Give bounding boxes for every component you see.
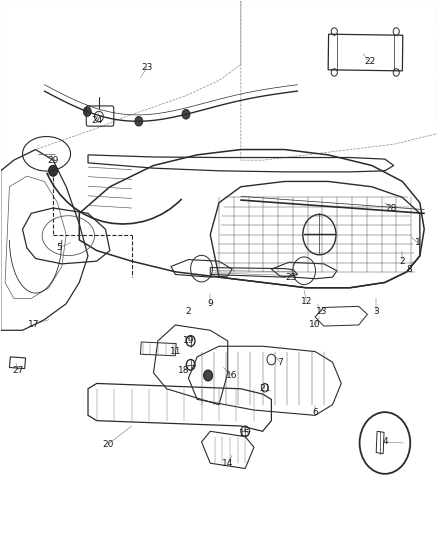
Text: 12: 12 bbox=[300, 296, 312, 305]
Text: 6: 6 bbox=[312, 408, 318, 417]
Circle shape bbox=[182, 109, 190, 119]
Text: 2: 2 bbox=[399, 257, 405, 265]
Text: 4: 4 bbox=[382, 438, 388, 447]
Circle shape bbox=[49, 165, 57, 176]
Text: 19: 19 bbox=[183, 336, 194, 345]
Text: 22: 22 bbox=[364, 58, 375, 66]
Text: 23: 23 bbox=[141, 63, 153, 71]
Text: 3: 3 bbox=[373, 307, 379, 316]
Text: 7: 7 bbox=[277, 358, 283, 367]
Circle shape bbox=[135, 117, 143, 126]
Circle shape bbox=[83, 107, 91, 116]
Text: 20: 20 bbox=[102, 440, 113, 449]
Text: 9: 9 bbox=[207, 299, 213, 308]
Text: 27: 27 bbox=[12, 366, 24, 375]
Text: 11: 11 bbox=[170, 347, 181, 356]
Text: 18: 18 bbox=[178, 366, 190, 375]
Text: 15: 15 bbox=[240, 430, 251, 439]
Text: 25: 25 bbox=[285, 273, 297, 281]
Text: 5: 5 bbox=[57, 244, 63, 253]
Text: 13: 13 bbox=[316, 307, 327, 316]
Text: 28: 28 bbox=[386, 204, 397, 213]
Text: 14: 14 bbox=[222, 459, 233, 467]
Text: 29: 29 bbox=[47, 156, 59, 165]
Text: 16: 16 bbox=[226, 371, 238, 380]
Text: 10: 10 bbox=[309, 320, 321, 329]
Text: 8: 8 bbox=[406, 265, 412, 273]
Text: 21: 21 bbox=[259, 384, 271, 393]
Text: 1: 1 bbox=[415, 238, 420, 247]
Text: 17: 17 bbox=[28, 320, 39, 329]
Circle shape bbox=[204, 370, 212, 381]
Text: 2: 2 bbox=[186, 307, 191, 316]
Text: 24: 24 bbox=[91, 116, 102, 125]
